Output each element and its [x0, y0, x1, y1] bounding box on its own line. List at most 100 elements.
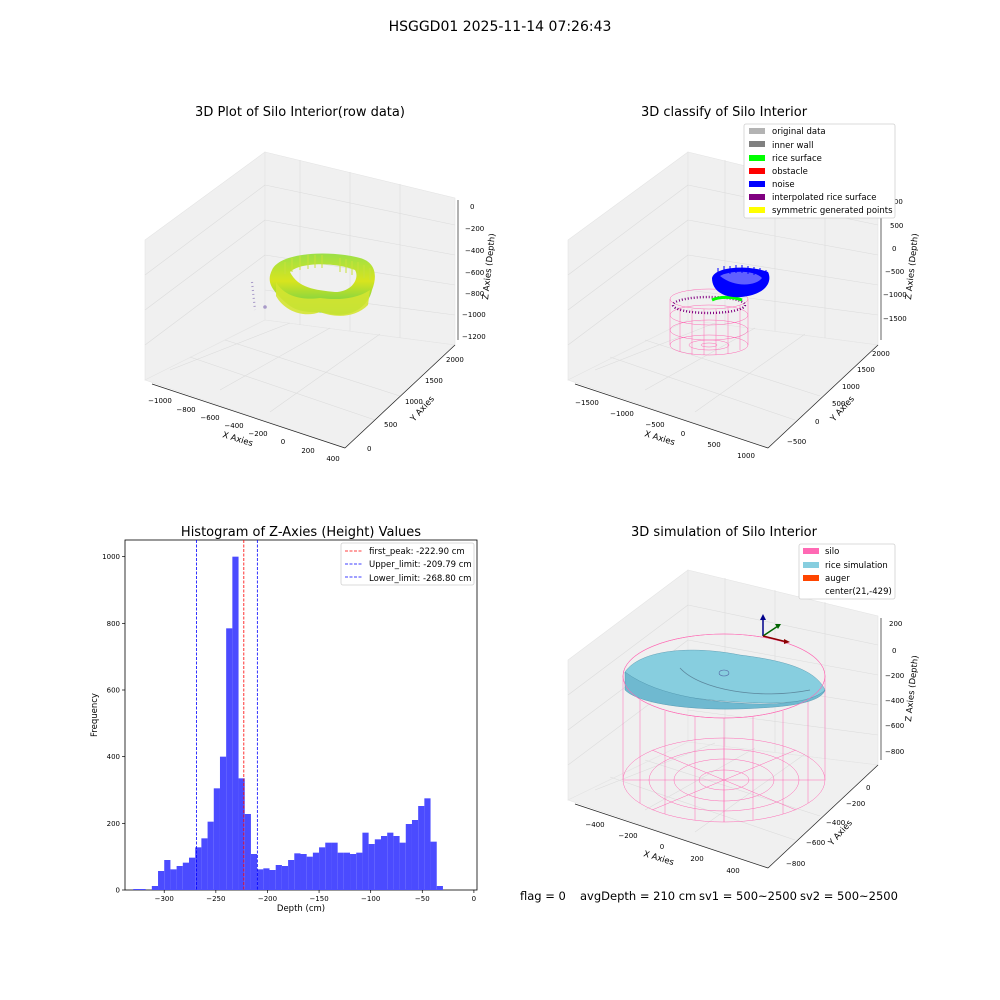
- histogram-bar: [374, 839, 381, 890]
- legend-swatch-original-data: [749, 128, 765, 134]
- raw-z-tick: −600: [465, 269, 484, 277]
- classify-noise-cloud: [712, 265, 770, 298]
- subplot-raw-data: 3D Plot of Silo Interior(row data) −1000…: [144, 105, 498, 463]
- legend-swatch-rice-surface: [749, 155, 765, 161]
- legend-label-upper-limit: Upper_limit: -209.79 cm: [369, 560, 472, 570]
- simulation-z-label: Z Axies (Depth): [904, 655, 921, 722]
- histogram-bar: [294, 853, 301, 890]
- simulation-z-tick: −800: [885, 748, 904, 756]
- histogram-bars: [133, 556, 443, 890]
- classify-legend: original data inner wall rice surface ob…: [743, 123, 896, 219]
- histogram-bar: [418, 806, 425, 890]
- raw-x-tick: −800: [176, 406, 195, 414]
- figure-suptitle: HSGGD01 2025-11-14 07:26:43: [389, 19, 612, 35]
- histogram-bar: [430, 841, 437, 890]
- histogram-bar: [139, 889, 146, 890]
- raw-x-tick: 400: [326, 455, 339, 463]
- raw-z-tick: −800: [465, 290, 484, 298]
- histogram-y-tick-label: 0: [116, 887, 120, 895]
- histogram-bar: [257, 869, 264, 890]
- raw-z-tick: −1000: [462, 311, 486, 319]
- classify-x-tick: 0: [681, 430, 685, 438]
- histogram-x-tick-label: −150: [309, 895, 328, 903]
- legend-label-rice-simulation: rice simulation: [825, 561, 888, 571]
- raw-x-tick: −1000: [148, 397, 172, 405]
- histogram-bar: [164, 860, 171, 890]
- histogram-bar: [381, 836, 388, 890]
- raw-point-cloud: [250, 253, 375, 316]
- histogram-bar: [331, 842, 338, 890]
- histogram-bar: [393, 836, 400, 890]
- legend-swatch-symmetric: [749, 207, 765, 213]
- classify-z-tick: −500: [885, 268, 904, 276]
- histogram-x-tick-label: −300: [155, 895, 174, 903]
- simulation-grid: [567, 578, 879, 841]
- histogram-y-ticks: 0 200 400 600 800 1000: [102, 553, 125, 895]
- raw-y-tick: 1000: [405, 398, 423, 406]
- simulation-plot-title: 3D simulation of Silo Interior: [631, 525, 818, 540]
- legend-label-inner-wall: inner wall: [772, 141, 813, 151]
- histogram-bar: [269, 870, 276, 890]
- simulation-y-axis: [767, 764, 879, 869]
- legend-swatch-silo: [803, 548, 819, 554]
- histogram-bar: [263, 868, 270, 890]
- raw-y-tick: 2000: [446, 356, 464, 364]
- simulation-z-tick: −400: [885, 697, 904, 705]
- raw-y-tick: 1500: [425, 377, 443, 385]
- histogram-x-tick-label: −200: [258, 895, 277, 903]
- histogram-bar: [133, 889, 140, 890]
- raw-pane-back: [264, 151, 456, 346]
- histogram-bar: [350, 854, 357, 890]
- simulation-z-tick: −600: [885, 722, 904, 730]
- raw-plot-title: 3D Plot of Silo Interior(row data): [195, 105, 405, 120]
- legend-swatch-inner-wall: [749, 141, 765, 147]
- simulation-x-label: X Axies: [642, 849, 675, 868]
- raw-x-tick: −600: [200, 414, 219, 422]
- subplot-histogram: Histogram of Z-Axies (Height) Values −30…: [90, 525, 478, 914]
- classify-z-tick: −1500: [883, 315, 907, 323]
- histogram-bar: [368, 844, 375, 890]
- classify-x-tick: 500: [707, 441, 720, 449]
- classify-y-tick: 2000: [872, 350, 890, 358]
- simulation-x-tick: 0: [660, 843, 664, 851]
- histogram-bar: [436, 886, 443, 890]
- histogram-bar: [226, 628, 233, 890]
- histogram-bar: [232, 556, 239, 890]
- classify-rice-surface: [711, 295, 743, 302]
- simulation-y-tick: −800: [786, 860, 805, 868]
- histogram-y-tick-label: 600: [107, 687, 120, 695]
- legend-label-first-peak: first_peak: -222.90 cm: [369, 547, 465, 557]
- histogram-bar: [325, 842, 332, 890]
- histogram-x-ticks: −300 −250 −200 −150 −100 −50 0: [155, 890, 476, 903]
- legend-swatch-obstacle: [749, 168, 765, 174]
- histogram-bar: [238, 778, 245, 890]
- simulation-y-tick: 0: [866, 784, 870, 792]
- classify-x-tick: −500: [645, 421, 664, 429]
- histogram-x-tick-label: −50: [415, 895, 430, 903]
- raw-x-tick: 200: [301, 447, 314, 455]
- legend-label-center: center(21,-429): [825, 587, 892, 597]
- legend-label-original-data: original data: [772, 127, 826, 137]
- histogram-x-label: Depth (cm): [277, 904, 325, 914]
- histogram-bar: [411, 820, 419, 890]
- raw-gray-points: [250, 281, 257, 311]
- histogram-y-tick-label: 1000: [102, 553, 120, 561]
- classify-y-ticks: −500 0 500 1000 1500 2000: [787, 350, 890, 446]
- status-sv1: sv1 = 500~2500: [699, 889, 797, 903]
- raw-z-tick: −1200: [462, 333, 486, 341]
- simulation-y-ticks: −800 −600 −400 −200 0: [786, 784, 870, 868]
- classify-y-axis: [767, 344, 879, 449]
- histogram-bar: [362, 832, 369, 890]
- legend-label-rice-surface: rice surface: [772, 154, 822, 164]
- classify-x-axis: [574, 383, 769, 449]
- raw-z-tick: −200: [465, 225, 484, 233]
- simulation-x-tick: 200: [690, 855, 703, 863]
- histogram-y-label: Frequency: [90, 693, 100, 737]
- histogram-bar: [219, 756, 227, 890]
- raw-z-label: Z Axies (Depth): [481, 233, 498, 300]
- classify-silo-wireframe: [669, 288, 749, 356]
- histogram-bar: [250, 854, 258, 890]
- histogram-bar: [158, 871, 165, 890]
- raw-y-ticks: 0 500 1000 1500 2000: [367, 356, 464, 453]
